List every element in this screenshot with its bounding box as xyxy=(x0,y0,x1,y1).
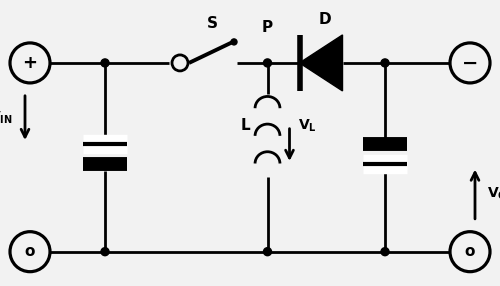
Text: o: o xyxy=(25,244,35,259)
Text: +: + xyxy=(22,54,38,72)
Text: D: D xyxy=(318,12,332,27)
Circle shape xyxy=(101,59,109,67)
Text: −: − xyxy=(462,53,478,72)
Polygon shape xyxy=(300,35,343,91)
Text: S: S xyxy=(207,16,218,31)
Circle shape xyxy=(101,248,109,256)
Text: $\mathbf{V_{OUT}}$: $\mathbf{V_{OUT}}$ xyxy=(487,186,500,202)
Text: o: o xyxy=(465,244,475,259)
Circle shape xyxy=(381,248,389,256)
Circle shape xyxy=(231,39,237,45)
Circle shape xyxy=(381,59,389,67)
Text: L: L xyxy=(240,118,250,133)
Circle shape xyxy=(264,59,272,67)
Text: $\mathbf{V_L}$: $\mathbf{V_L}$ xyxy=(298,118,316,134)
Circle shape xyxy=(264,248,272,256)
Text: $\mathbf{V_{IN}}$: $\mathbf{V_{IN}}$ xyxy=(0,110,13,126)
Text: P: P xyxy=(262,20,273,35)
